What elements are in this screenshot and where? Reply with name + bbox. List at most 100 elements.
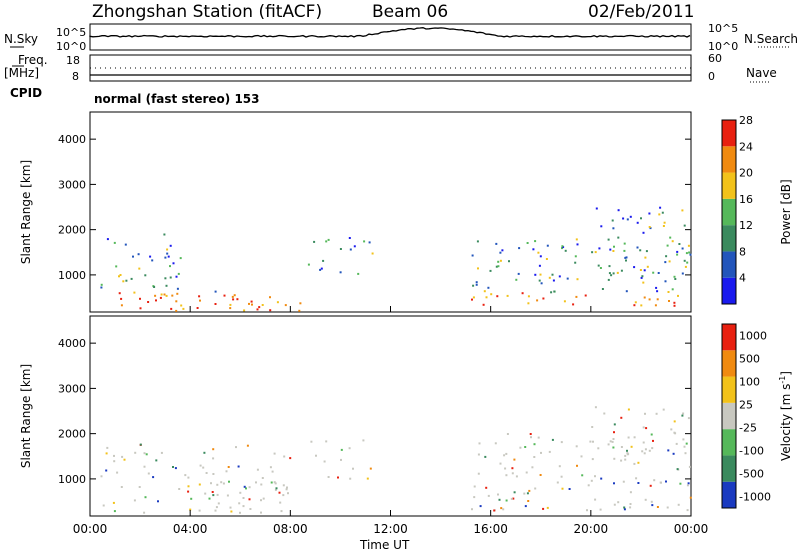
velocity-scatter-point: [524, 505, 527, 508]
power-scatter-point: [612, 272, 615, 275]
velocity-scatter-point: [524, 446, 527, 448]
velocity-scatter-point: [243, 485, 246, 488]
power-ytick-label: 1000: [58, 269, 86, 282]
velocity-scatter-point: [512, 497, 515, 500]
power-scatter-point: [648, 298, 651, 301]
velocity-scatter-point: [242, 505, 245, 508]
velocity-scatter-point: [587, 484, 590, 487]
velocity-scatter-point: [525, 471, 528, 474]
power-scatter-point: [607, 238, 610, 241]
nsky-trace: [89, 27, 691, 38]
cpid-label: CPID: [10, 86, 43, 100]
velocity-scatter-point: [630, 445, 633, 448]
velocity-ytick-label: 1000: [58, 473, 86, 486]
power-scatter-point: [561, 245, 564, 248]
power-colorbar-segment: [722, 225, 736, 252]
velocity-scatter-point: [134, 451, 137, 454]
velocity-scatter-point: [280, 510, 283, 513]
power-scatter-point: [487, 286, 490, 289]
velocity-scatter-point: [178, 488, 181, 490]
power-scatter-point: [133, 291, 136, 294]
velocity-scatter-point: [349, 477, 352, 480]
power-scatter-point: [319, 268, 322, 271]
velocity-scatter-point: [340, 448, 343, 451]
power-scatter-point: [180, 304, 183, 307]
x-tick-label: 12:00: [373, 522, 408, 536]
power-scatter-point: [119, 274, 122, 276]
velocity-scatter-point: [499, 462, 502, 465]
power-scatter-point: [584, 294, 587, 297]
power-scatter-point: [368, 241, 371, 244]
power-scatter-point: [626, 218, 629, 221]
power-scatter-point: [608, 272, 611, 275]
velocity-scatter-point: [362, 439, 365, 442]
velocity-scatter-point: [260, 511, 262, 514]
velocity-scatter-point: [198, 483, 201, 486]
velocity-scatter-point: [624, 454, 627, 457]
velocity-scatter-point: [620, 416, 623, 419]
velocity-scatter-point: [623, 508, 626, 511]
velocity-scatter-point: [340, 458, 342, 461]
x-tick-label: 08:00: [273, 522, 308, 536]
power-scatter-point: [106, 238, 109, 241]
power-scatter-point: [676, 253, 679, 256]
velocity-colorbar-segment: [722, 481, 736, 508]
power-colorbar-segment: [722, 146, 736, 173]
velocity-scatter-point: [683, 445, 686, 448]
power-scatter-point: [540, 282, 543, 285]
velocity-scatter-point: [689, 496, 692, 499]
power-scatter-point: [164, 277, 167, 280]
power-scatter-point: [688, 251, 691, 254]
power-scatter-point: [147, 301, 150, 303]
power-scatter-point: [236, 298, 239, 301]
power-scatter-point: [501, 249, 504, 252]
power-scatter-point: [521, 292, 524, 295]
velocity-scatter-point: [592, 440, 594, 443]
power-scatter-point: [137, 253, 140, 256]
power-scatter-point: [609, 248, 612, 251]
velocity-scatter-point: [677, 503, 680, 506]
power-colorbar-tick-label: 24: [739, 140, 753, 153]
velocity-scatter-point: [269, 466, 272, 469]
power-scatter-point: [664, 280, 667, 283]
power-scatter-point: [674, 278, 677, 280]
power-scatter-point: [666, 244, 669, 247]
velocity-scatter-point: [629, 503, 632, 505]
velocity-panel-frame: [89, 315, 692, 517]
power-ylabel: Slant Range [km]: [19, 160, 33, 264]
velocity-scatter-point: [113, 460, 116, 463]
power-scatter-point: [176, 287, 179, 290]
power-scatter-point: [497, 265, 500, 268]
velocity-scatter-point: [184, 474, 187, 477]
power-scatter-point: [558, 275, 561, 278]
power-scatter-point: [595, 207, 598, 210]
velocity-scatter-point: [217, 502, 220, 505]
velocity-scatter-point: [682, 412, 685, 415]
velocity-scatter-point: [238, 502, 241, 505]
power-scatter-point: [649, 227, 652, 230]
velocity-scatter-point: [255, 481, 257, 484]
velocity-colorbar-segment: [722, 376, 736, 403]
power-scatter-point: [676, 250, 679, 253]
velocity-scatter-point: [283, 455, 286, 458]
power-scatter-point: [199, 299, 201, 302]
velocity-ytick-label: 3000: [58, 382, 86, 395]
velocity-colorbar-segment: [722, 324, 736, 351]
velocity-scatter-point: [189, 508, 192, 511]
velocity-scatter-point: [637, 482, 640, 484]
power-scatter-point: [250, 300, 253, 303]
velocity-scatter-point: [611, 440, 614, 443]
power-scatter-point: [256, 308, 259, 311]
velocity-scatter-point: [477, 453, 480, 456]
velocity-scatter-point: [216, 493, 219, 496]
velocity-scatter-point: [212, 448, 215, 451]
power-scatter-point: [625, 259, 627, 262]
velocity-scatter-point: [650, 500, 653, 503]
velocity-scatter-point: [494, 442, 497, 445]
velocity-scatter-point: [113, 454, 115, 457]
power-ytick-label: 2000: [58, 224, 86, 237]
velocity-scatter-point: [270, 481, 273, 484]
power-scatter-point: [641, 275, 644, 278]
power-scatter-point: [139, 297, 141, 300]
x-tick-label: 04:00: [173, 522, 208, 536]
